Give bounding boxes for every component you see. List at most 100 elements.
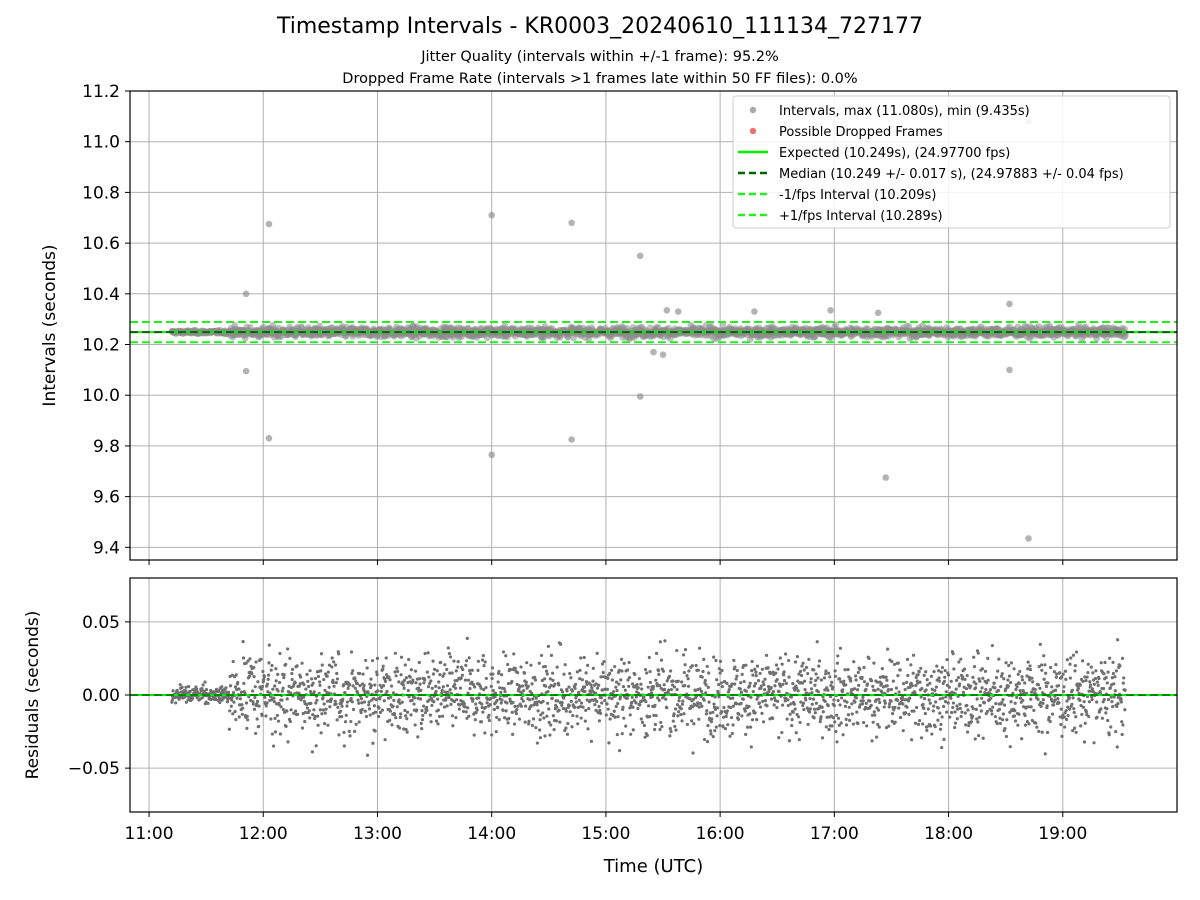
residual-point bbox=[1008, 710, 1012, 714]
residual-point bbox=[276, 719, 281, 723]
residual-point bbox=[303, 710, 308, 714]
interval-outlier-point bbox=[827, 306, 834, 314]
residual-point bbox=[657, 683, 662, 688]
residual-point bbox=[887, 702, 892, 706]
residual-point bbox=[680, 680, 684, 684]
residual-point bbox=[895, 698, 900, 702]
residual-point bbox=[483, 705, 488, 709]
residual-point bbox=[362, 700, 367, 704]
residual-point bbox=[938, 711, 942, 715]
residual-point bbox=[862, 665, 866, 670]
residual-point bbox=[471, 697, 475, 701]
residual-point bbox=[900, 698, 904, 702]
residual-point bbox=[330, 665, 334, 669]
residual-point bbox=[319, 731, 323, 735]
residual-point bbox=[549, 683, 553, 687]
residual-point bbox=[257, 704, 261, 708]
residual-point bbox=[1069, 656, 1073, 660]
residual-point bbox=[261, 669, 265, 674]
residual-point bbox=[989, 696, 993, 700]
residual-point bbox=[656, 696, 660, 700]
residual-point bbox=[418, 682, 422, 686]
residual-point bbox=[897, 690, 901, 694]
residual-point bbox=[647, 655, 651, 660]
top-ytick-label: 10.4 bbox=[82, 285, 120, 305]
residual-point bbox=[887, 724, 891, 728]
residual-point bbox=[905, 657, 910, 661]
residual-point bbox=[977, 733, 981, 738]
residual-point bbox=[754, 670, 758, 674]
residual-point bbox=[564, 709, 568, 713]
residual-point bbox=[397, 726, 402, 730]
residual-point bbox=[1061, 672, 1065, 676]
residual-point bbox=[1041, 698, 1045, 702]
residual-point bbox=[704, 712, 709, 716]
residual-point bbox=[1074, 715, 1078, 719]
residual-point bbox=[1084, 678, 1088, 683]
residual-point bbox=[638, 703, 642, 707]
residual-point bbox=[452, 659, 456, 663]
residual-point bbox=[398, 715, 402, 719]
residual-point bbox=[1040, 668, 1044, 672]
residual-point bbox=[1070, 688, 1074, 692]
residual-point bbox=[951, 705, 955, 710]
residual-point bbox=[940, 746, 944, 750]
residual-point bbox=[637, 677, 642, 681]
residual-point bbox=[385, 689, 389, 694]
residual-point bbox=[908, 696, 912, 700]
residual-point bbox=[723, 727, 728, 731]
residual-point bbox=[644, 700, 648, 704]
residual-point bbox=[545, 672, 549, 676]
residual-point bbox=[808, 707, 812, 711]
residual-point bbox=[335, 677, 340, 681]
residual-point bbox=[1000, 672, 1004, 676]
residual-point bbox=[886, 687, 891, 692]
residual-point bbox=[711, 735, 715, 739]
residual-point bbox=[1064, 677, 1068, 681]
residual-point bbox=[964, 687, 969, 691]
residual-point bbox=[345, 700, 349, 704]
residual-point bbox=[682, 670, 686, 675]
residual-point bbox=[384, 656, 388, 660]
residual-point bbox=[786, 703, 790, 708]
residual-point bbox=[691, 751, 695, 755]
residual-point bbox=[391, 691, 396, 695]
residual-point bbox=[518, 685, 522, 689]
residual-point bbox=[235, 696, 239, 700]
residual-point bbox=[310, 750, 314, 754]
residual-point bbox=[1071, 653, 1076, 657]
residual-point bbox=[691, 697, 696, 701]
residual-point bbox=[1052, 703, 1056, 707]
residual-point bbox=[404, 714, 408, 718]
residual-point bbox=[701, 669, 705, 674]
residual-point bbox=[435, 669, 439, 673]
residual-point bbox=[314, 701, 318, 705]
residual-point bbox=[673, 724, 677, 729]
residual-point bbox=[1121, 723, 1125, 727]
residual-point bbox=[634, 701, 638, 705]
interval-outlier-point bbox=[663, 306, 671, 314]
residual-point bbox=[590, 686, 594, 690]
residual-point bbox=[665, 706, 669, 710]
residual-point bbox=[586, 663, 590, 667]
residual-point bbox=[1029, 690, 1034, 694]
residual-point bbox=[262, 675, 266, 679]
residual-point bbox=[402, 686, 406, 690]
residual-point bbox=[995, 721, 999, 726]
residual-point bbox=[231, 691, 236, 695]
residual-point bbox=[748, 681, 752, 685]
residual-point bbox=[921, 702, 925, 707]
residual-point bbox=[720, 710, 724, 714]
residual-point bbox=[810, 702, 814, 706]
residual-point bbox=[636, 706, 640, 711]
residual-point bbox=[441, 674, 445, 678]
residual-point bbox=[474, 711, 478, 715]
residual-point bbox=[1095, 715, 1099, 719]
residual-point bbox=[1053, 688, 1058, 692]
residual-point bbox=[1001, 712, 1005, 716]
residual-point bbox=[932, 704, 936, 708]
residual-point bbox=[886, 647, 890, 651]
residual-point bbox=[305, 706, 310, 710]
residual-point bbox=[675, 703, 680, 707]
residual-point bbox=[461, 667, 465, 672]
